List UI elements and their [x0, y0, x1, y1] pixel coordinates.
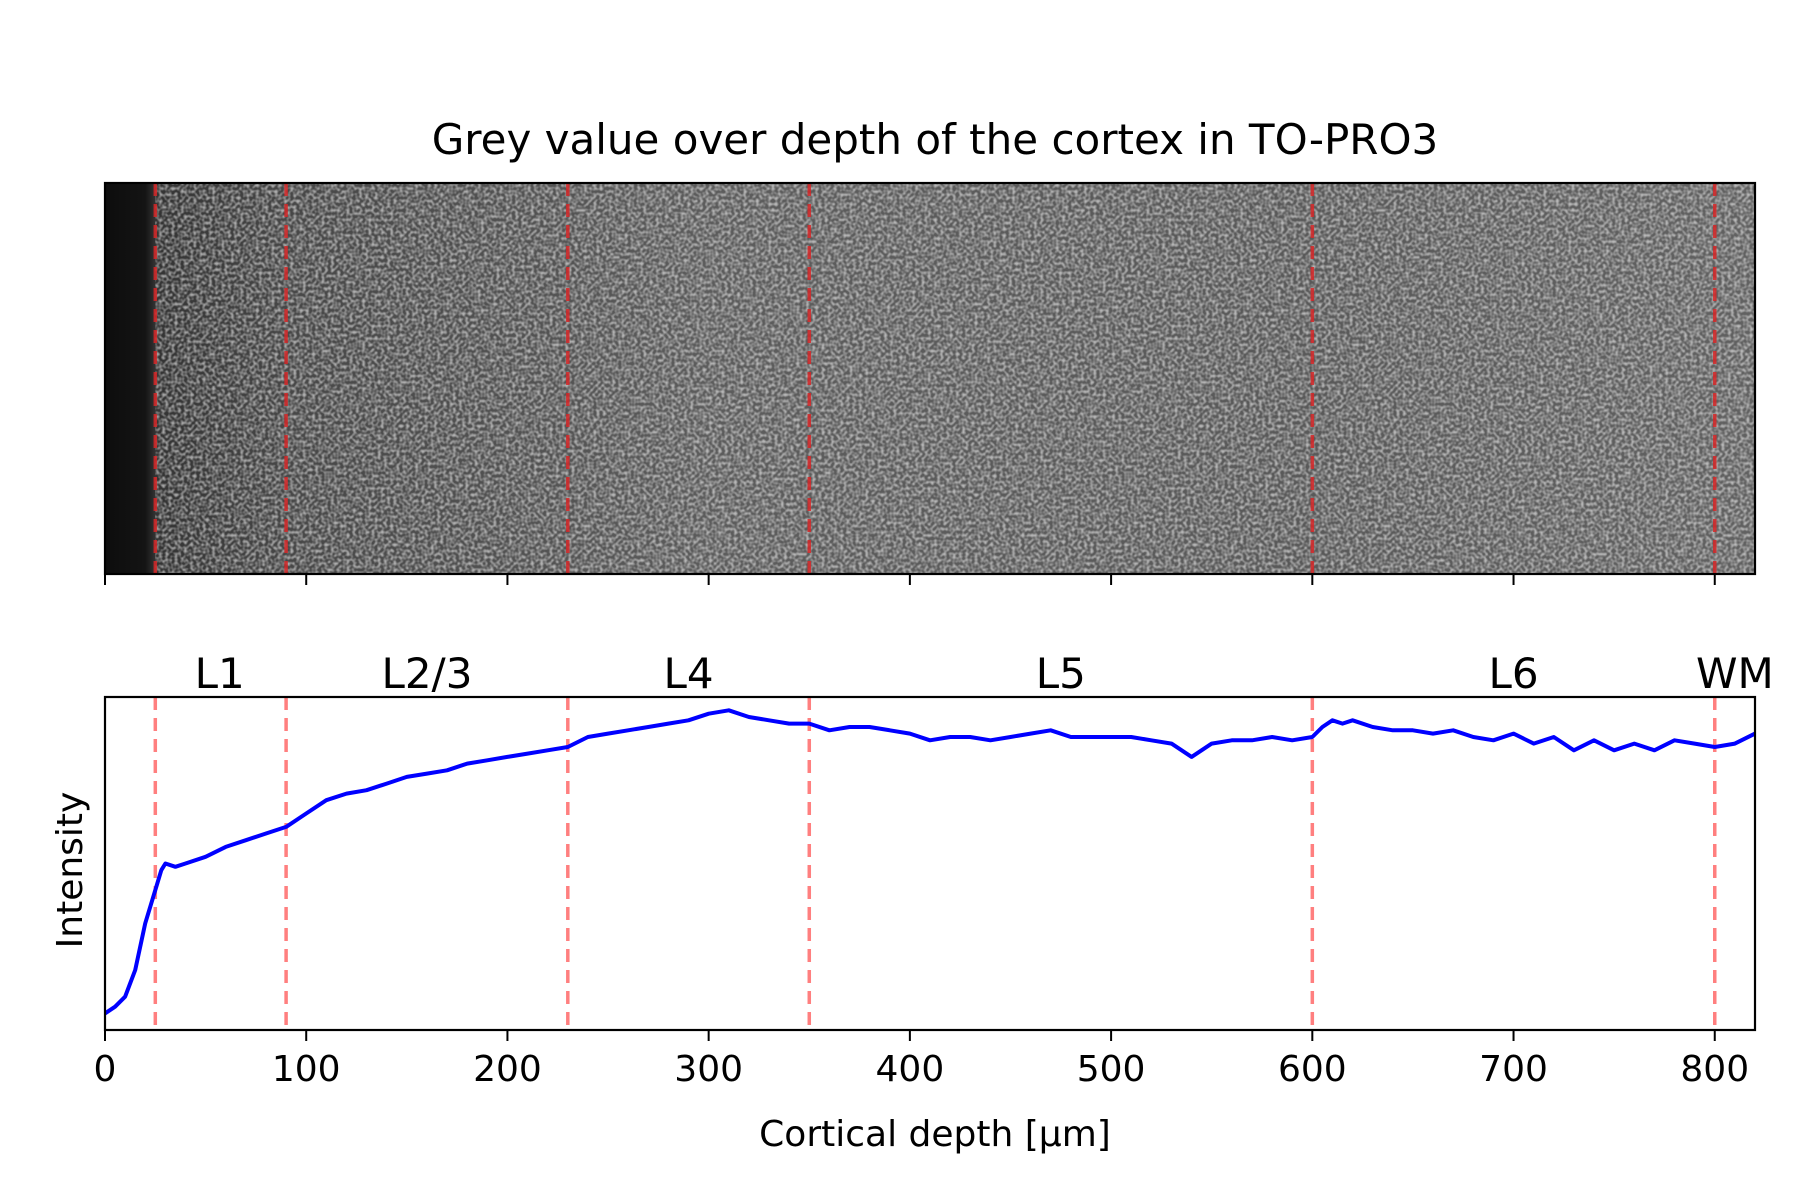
layer-labels: L1 L2/3 L4 L5 L6 WM — [195, 649, 1774, 698]
x-axis-label: Cortical depth [μm] — [759, 1114, 1111, 1155]
layer-label-2: L4 — [663, 649, 713, 698]
chart-title: Grey value over depth of the cortex in T… — [432, 115, 1439, 164]
profile-x-ticks: 0 100 200 300 400 500 600 700 800 — [94, 1030, 1749, 1090]
profile-x-tick-label-8: 800 — [1680, 1049, 1749, 1090]
grey-image-speckle — [155, 183, 1755, 574]
profile-frame — [103, 695, 1757, 1032]
profile-x-tick-label-7: 700 — [1479, 1049, 1548, 1090]
layer-label-0: L1 — [195, 649, 245, 698]
layer-label-1: L2/3 — [381, 649, 472, 698]
layer-label-5: WM — [1696, 649, 1774, 698]
image-panel: Grey value over depth of the cortex in T… — [103, 115, 1757, 585]
profile-x-tick-label-3: 300 — [674, 1049, 743, 1090]
intensity-line — [105, 708, 1755, 1016]
profile-panel: L1 L2/3 L4 L5 L6 WM 0 100 200 300 400 500 600 700 800… — [50, 649, 1774, 1155]
profile-x-tick-label-0: 0 — [94, 1049, 117, 1090]
layer-label-4: L6 — [1488, 649, 1538, 698]
profile-x-tick-label-5: 500 — [1077, 1049, 1146, 1090]
layer-label-3: L5 — [1036, 649, 1086, 698]
image-x-ticks — [104, 574, 1716, 585]
profile-x-tick-label-4: 400 — [876, 1049, 945, 1090]
profile-boundaries — [153, 697, 1717, 1030]
profile-x-tick-label-2: 200 — [473, 1049, 542, 1090]
profile-x-tick-label-1: 100 — [272, 1049, 341, 1090]
y-axis-label: Intensity — [50, 792, 91, 949]
image-frame — [103, 181, 1757, 576]
image-boundaries — [153, 183, 1717, 574]
profile-x-tick-label-6: 600 — [1278, 1049, 1347, 1090]
